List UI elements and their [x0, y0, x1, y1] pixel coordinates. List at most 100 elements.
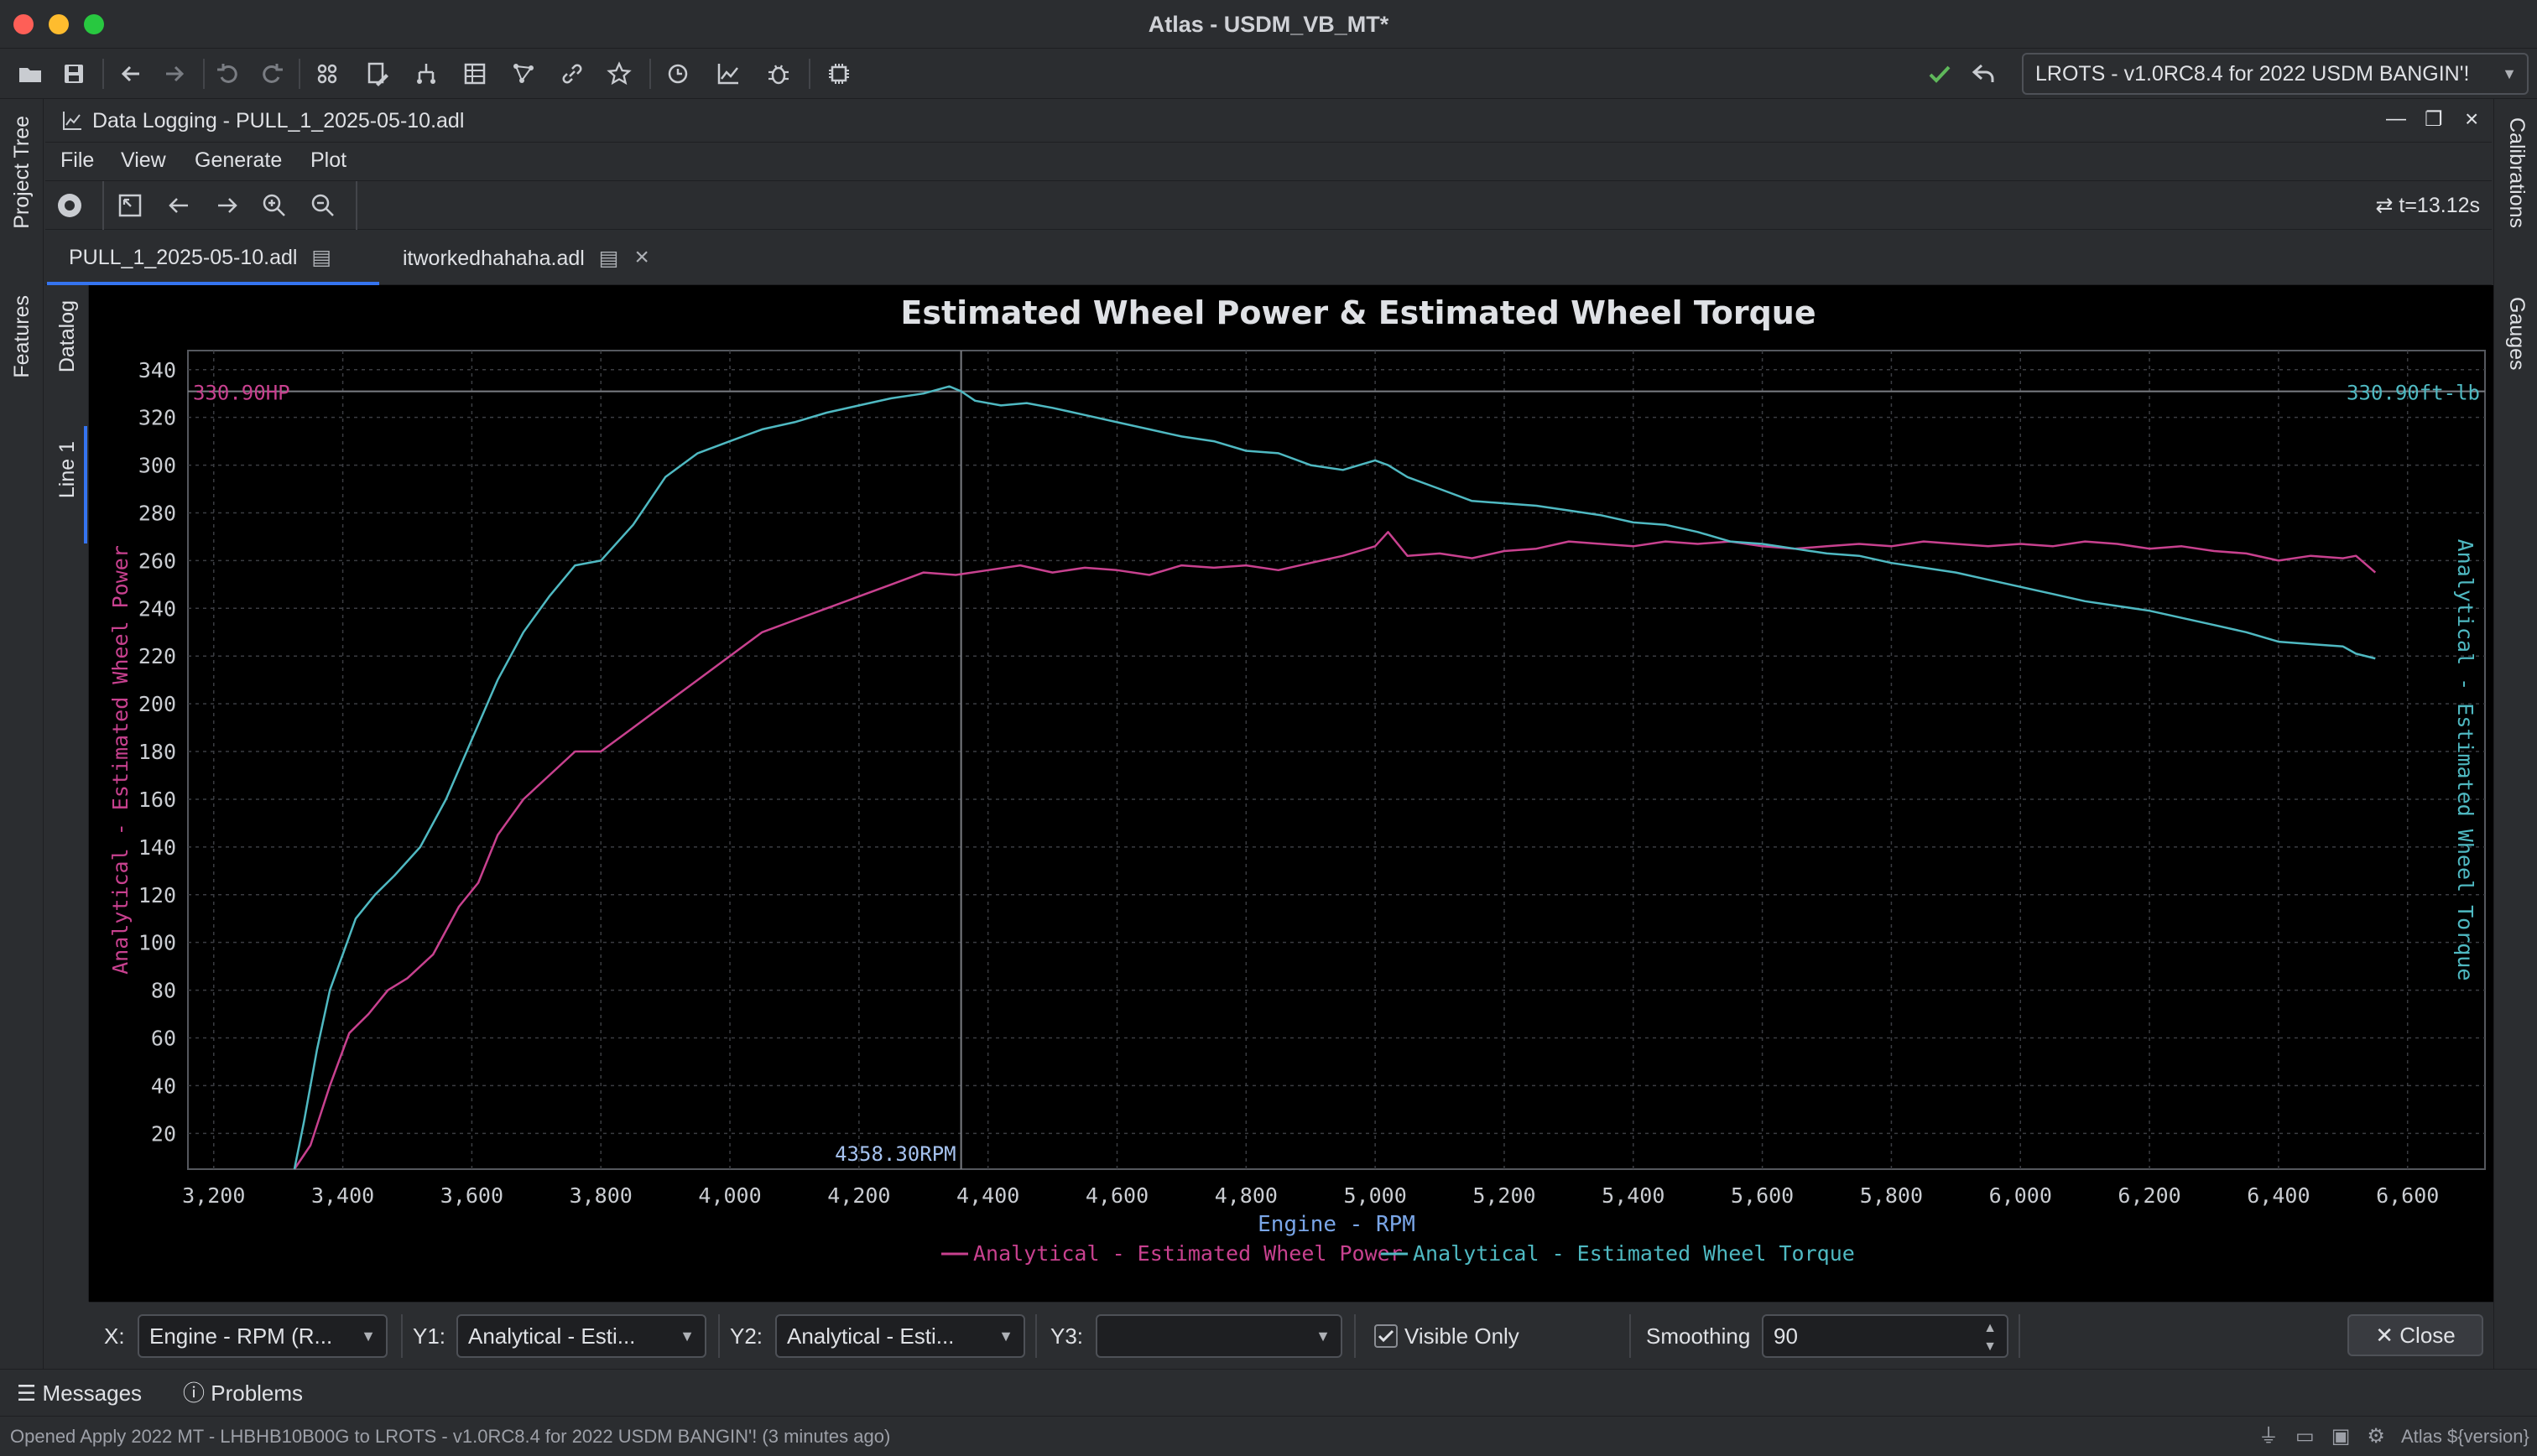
y-right-axis-title: Analytical - Estimated Wheel Torque	[2453, 539, 2477, 981]
table-icon[interactable]	[456, 55, 493, 92]
y-left-tick-label: 340	[138, 358, 176, 382]
y-left-tick-label: 120	[138, 883, 176, 907]
debug-bug-icon[interactable]	[760, 55, 797, 92]
plot-area[interactable]: 2020404060608080100100120120140140160160…	[89, 285, 2493, 1302]
pan-right-icon[interactable]	[213, 191, 242, 220]
x-tick-label: 4,600	[1086, 1183, 1149, 1208]
memory-icon[interactable]: ▣	[2331, 1425, 2351, 1448]
menu-view[interactable]: View	[121, 143, 166, 181]
settings-gear-icon[interactable]: ⚙	[2367, 1425, 2385, 1448]
x-tick-label: 5,000	[1344, 1183, 1407, 1208]
chip-icon[interactable]	[820, 55, 857, 92]
swap-arrows-icon: ⇄	[2375, 194, 2399, 217]
x-tick-label: 6,400	[2247, 1183, 2310, 1208]
checkmark-icon[interactable]	[1921, 55, 1958, 92]
tree-icon[interactable]	[408, 55, 445, 92]
close-button[interactable]: ✕ Close	[2347, 1314, 2483, 1356]
smoothing-value: 90	[1774, 1323, 1798, 1349]
calibration-config-select[interactable]: LROTS - v1.0RC8.4 for 2022 USDM BANGIN'!…	[2022, 53, 2529, 95]
tab-pull-1[interactable]: PULL_1_2025-05-10.adl ▤ ×	[47, 230, 379, 285]
left-tool-stripe: Project Tree Features	[0, 99, 44, 1369]
open-folder-icon[interactable]	[12, 55, 49, 92]
panel-menu-bar: File View Generate Plot	[45, 143, 2492, 181]
chart-icon[interactable]	[710, 55, 747, 92]
line1-side-button[interactable]: Line 1	[55, 441, 80, 498]
x-tick-label: 6,000	[1989, 1183, 2052, 1208]
edit-document-icon[interactable]	[359, 55, 396, 92]
compare-icon[interactable]	[309, 55, 346, 92]
x-tick-label: 5,200	[1472, 1183, 1535, 1208]
close-button-label: Close	[2399, 1323, 2455, 1348]
chevron-down-icon: ▼	[1315, 1316, 1331, 1356]
y1-axis-select[interactable]: Analytical - Esti... ▼	[456, 1314, 706, 1358]
restore-panel-icon[interactable]: ❐	[2425, 107, 2443, 132]
datalog-side-button[interactable]: Datalog	[55, 300, 80, 372]
pan-left-icon[interactable]	[164, 191, 193, 220]
close-panel-icon[interactable]: ×	[2465, 106, 2478, 133]
tab-itworkedhahaha[interactable]: itworkedhahaha.adl ▤ ×	[381, 230, 700, 285]
y-left-tick-label: 220	[138, 644, 176, 668]
y-left-tick-label: 20	[151, 1121, 176, 1146]
plot-frame	[188, 351, 2485, 1169]
features-label: Features	[10, 295, 34, 378]
fit-view-icon[interactable]	[116, 191, 144, 220]
briefcase-icon[interactable]: ▭	[2295, 1425, 2315, 1448]
y2-axis-select[interactable]: Analytical - Esti... ▼	[775, 1314, 1025, 1358]
y-left-tick-label: 160	[138, 788, 176, 812]
wheel-power-torque-chart[interactable]: 2020404060608080100100120120140140160160…	[89, 285, 2493, 1302]
plot-control-bar: X: Engine - RPM (R... ▼ Y1: Analytical -…	[89, 1302, 2493, 1369]
x-tick-label: 6,200	[2118, 1183, 2180, 1208]
revert-icon[interactable]	[1965, 55, 2002, 92]
y-left-tick-label: 300	[138, 454, 176, 478]
zoom-out-icon[interactable]	[309, 191, 337, 220]
project-tree-tool-button[interactable]: Project Tree	[10, 116, 34, 229]
forward-arrow-icon[interactable]	[156, 55, 193, 92]
menu-plot[interactable]: Plot	[310, 143, 346, 181]
y-left-tick-label: 200	[138, 692, 176, 716]
app-version: Atlas ${version}	[2401, 1417, 2529, 1456]
visible-only-checkbox[interactable]	[1374, 1324, 1398, 1348]
gauges-label: Gauges	[2505, 297, 2529, 371]
spinner-arrows-icon[interactable]: ▲ ▼	[1983, 1319, 1997, 1356]
x-axis-value: Engine - RPM (R...	[149, 1323, 332, 1349]
y-left-tick-label: 280	[138, 501, 176, 525]
y3-axis-select[interactable]: ▼	[1096, 1314, 1342, 1358]
graph-nodes-icon[interactable]	[505, 55, 542, 92]
calibrations-tool-button[interactable]: Calibrations	[2504, 117, 2529, 228]
redo-icon[interactable]	[253, 55, 290, 92]
y-left-tick-label: 40	[151, 1074, 176, 1098]
bottom-tool-bar: ☰ Messages ⓘ Problems	[0, 1369, 2537, 1416]
zoom-in-icon[interactable]	[260, 191, 289, 220]
star-icon[interactable]	[601, 55, 638, 92]
undo-icon[interactable]	[210, 55, 247, 92]
file-tabs: PULL_1_2025-05-10.adl ▤ × itworkedhahaha…	[45, 230, 2492, 285]
x-tick-label: 3,400	[311, 1183, 374, 1208]
chevron-down-icon: ▼	[680, 1316, 695, 1356]
back-arrow-icon[interactable]	[112, 55, 149, 92]
legend-power-label: Analytical - Estimated Wheel Power	[973, 1241, 1403, 1266]
smoothing-spinner[interactable]: 90 ▲ ▼	[1762, 1314, 2008, 1358]
plug-icon[interactable]: ⏚	[2258, 1425, 2279, 1448]
cursor-rpm-readout: 4358.30RPM	[835, 1142, 956, 1166]
gauges-tool-button[interactable]: Gauges	[2504, 297, 2529, 371]
menu-file[interactable]: File	[60, 143, 94, 181]
save-icon[interactable]	[55, 55, 92, 92]
minimize-panel-icon[interactable]: —	[2386, 107, 2406, 131]
datalog-side-stripe: Datalog Line 1	[45, 285, 89, 1302]
close-tab-icon[interactable]: ×	[634, 243, 649, 271]
problems-tool-button[interactable]: ⓘ Problems	[183, 1370, 303, 1417]
x-axis-title: Engine - RPM	[1258, 1212, 1415, 1237]
datalog-chart-icon	[60, 109, 84, 133]
link-icon[interactable]	[554, 55, 591, 92]
cursor-power-readout: 330.90HP	[193, 382, 290, 405]
x-tick-label: 6,600	[2376, 1183, 2439, 1208]
y-left-tick-label: 320	[138, 406, 176, 430]
x-axis-select[interactable]: Engine - RPM (R... ▼	[138, 1314, 388, 1358]
y-left-tick-label: 60	[151, 1026, 176, 1050]
messages-tool-button[interactable]: ☰ Messages	[17, 1370, 142, 1417]
features-tool-button[interactable]: Features	[10, 295, 34, 378]
record-icon[interactable]	[55, 191, 84, 220]
menu-generate[interactable]: Generate	[195, 143, 282, 181]
datalog-timer-icon[interactable]	[661, 55, 698, 92]
x-tick-label: 4,000	[698, 1183, 761, 1208]
